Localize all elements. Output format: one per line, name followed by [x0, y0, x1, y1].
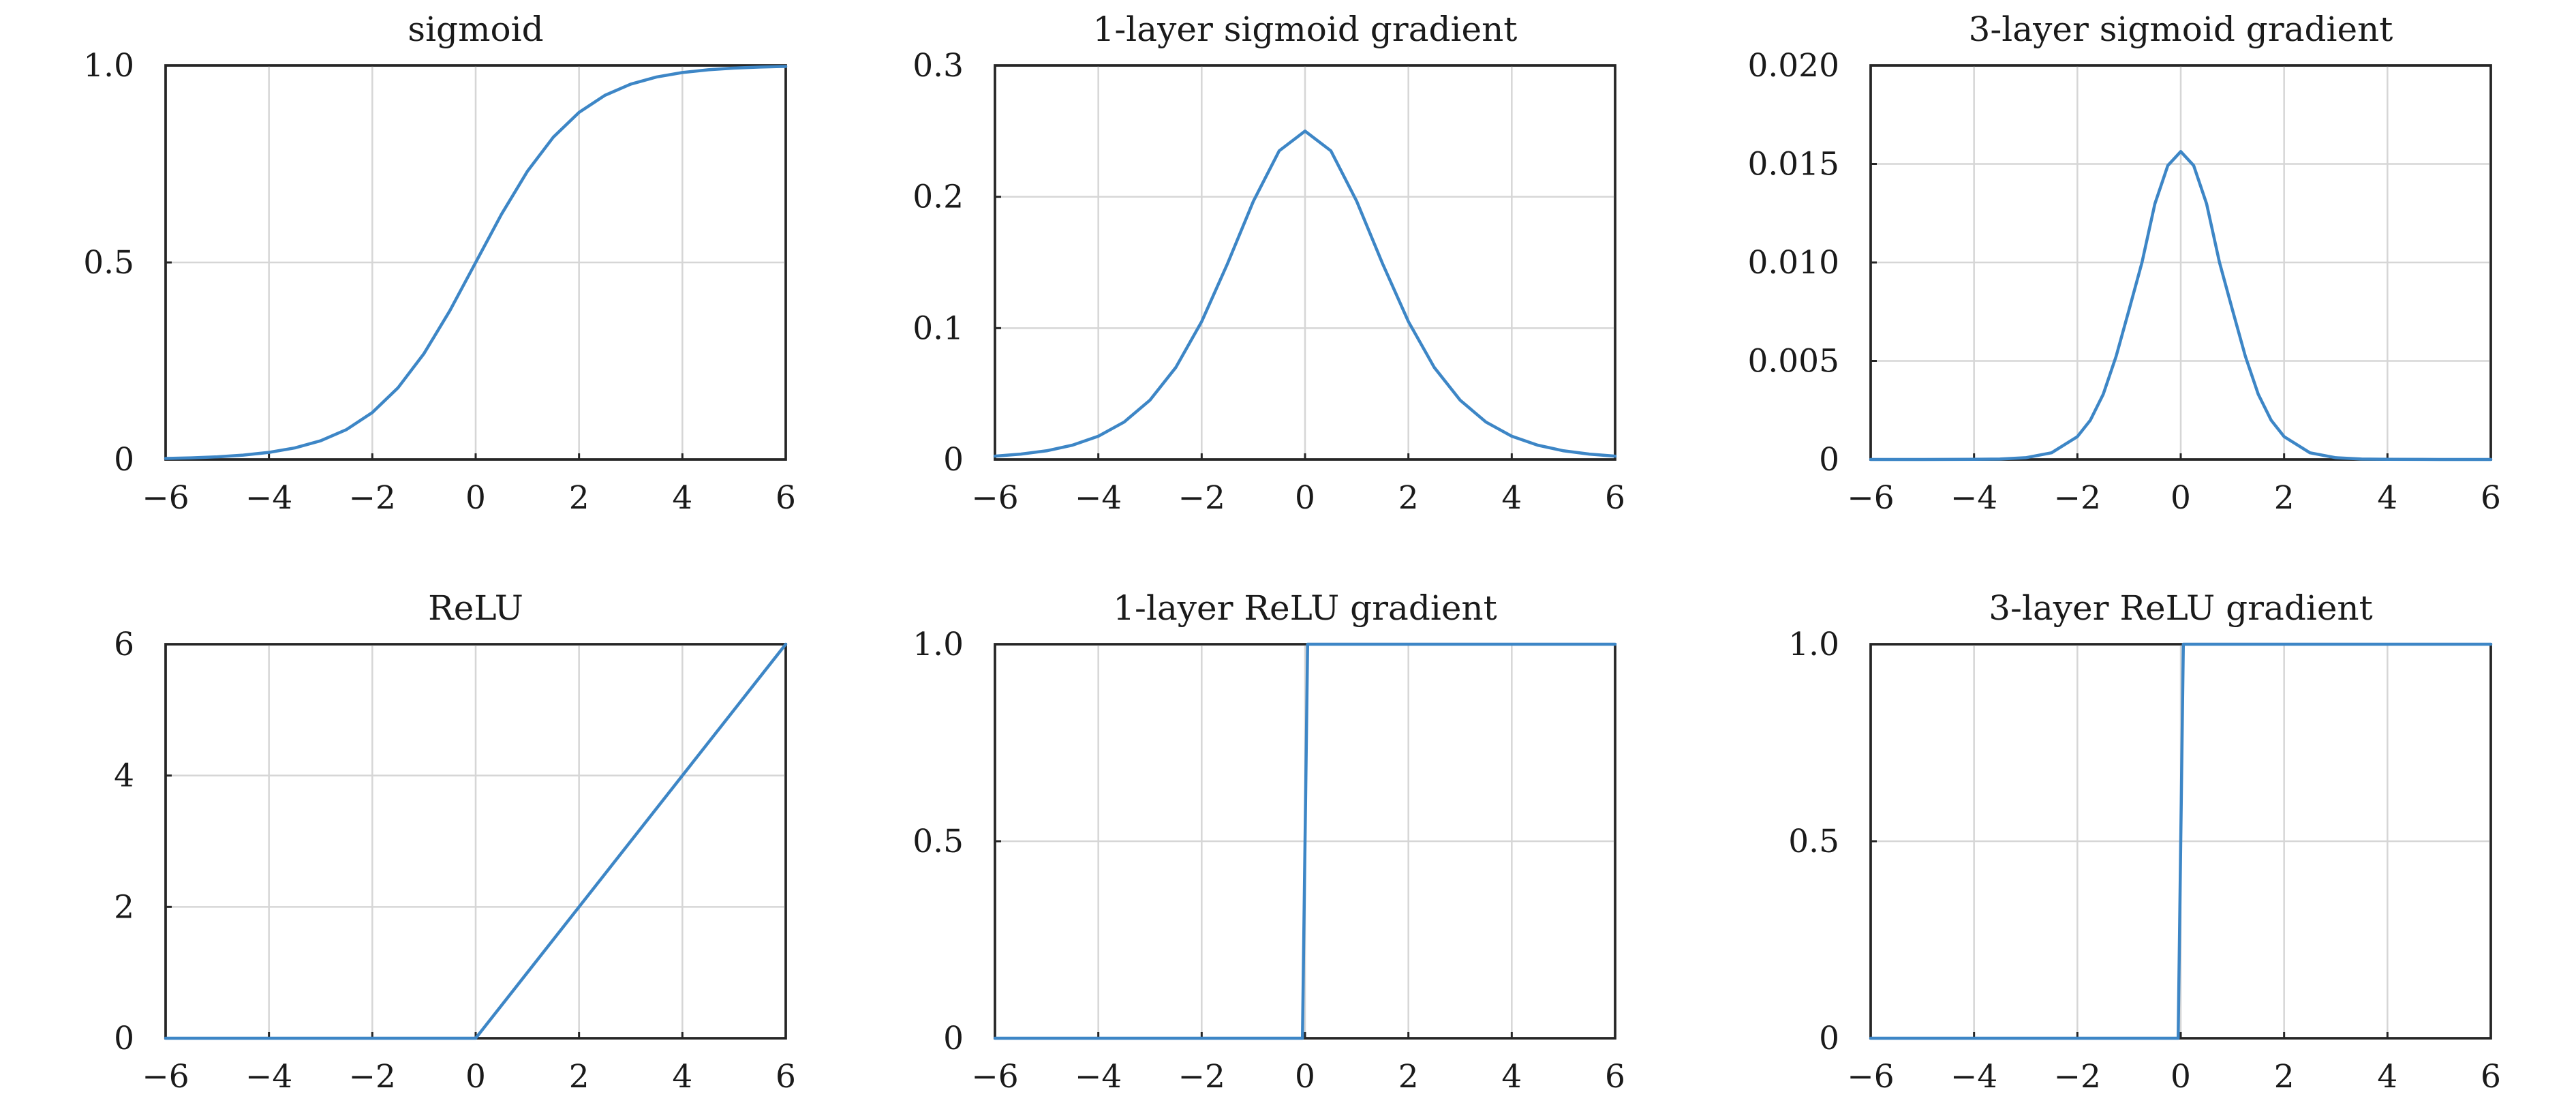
series-line: [1869, 150, 2493, 462]
x-tick-label: −2: [2054, 1058, 2101, 1096]
x-tick-label: −6: [971, 479, 1018, 517]
series-line: [993, 130, 1617, 458]
series-line: [164, 642, 788, 1040]
x-tick-label: −4: [1075, 479, 1122, 517]
chart-title: 1-layer ReLU gradient: [1113, 588, 1497, 628]
x-tick-label: 6: [1605, 1058, 1625, 1096]
x-tick-label: −4: [1950, 479, 1997, 517]
x-tick-label: 4: [1501, 1058, 1522, 1096]
y-tick-label: 2: [114, 888, 134, 926]
x-tick-label: 4: [1501, 479, 1522, 517]
x-tick-label: −2: [349, 1058, 396, 1096]
x-tick-label: −6: [971, 1058, 1018, 1096]
x-tick-label: −6: [142, 1058, 189, 1096]
x-tick-label: 0: [2171, 479, 2191, 517]
x-tick-label: −2: [1178, 479, 1225, 517]
chart-panel-4: ReLU −6 −4 −2 0 2 4 6 0 2 4 6: [114, 588, 796, 1096]
x-tick-label: −6: [1847, 1058, 1894, 1096]
y-tick-label: 0: [1819, 1020, 1839, 1057]
x-tick-label: 6: [2481, 1058, 2501, 1096]
y-tick-label: 4: [114, 757, 134, 795]
y-tick-label: 0: [114, 1020, 134, 1057]
x-tick-label: −6: [142, 479, 189, 517]
y-tick-label: 0: [1819, 441, 1839, 479]
x-tick-label: 0: [1295, 479, 1315, 517]
x-tick-label: 2: [569, 1058, 589, 1096]
series-line: [164, 65, 788, 460]
x-tick-label: 6: [776, 479, 796, 517]
chart-panel-1: sigmoid −6 −4 −2 0 2 4 6 0 0.5 1.0: [83, 10, 796, 517]
x-tick-label: 4: [2377, 479, 2397, 517]
y-tick-label: 1.0: [83, 47, 134, 85]
x-tick-label: −4: [245, 479, 292, 517]
y-tick-label: 0: [114, 441, 134, 479]
y-tick-label: 0.5: [1788, 823, 1839, 860]
chart-title: 3-layer sigmoid gradient: [1969, 10, 2393, 49]
x-tick-label: −4: [245, 1058, 292, 1096]
y-tick-label: 0.005: [1747, 343, 1839, 380]
x-tick-label: 0: [465, 1058, 486, 1096]
chart-panel-2: 1-layer sigmoid gradient −6 −4 −2 0 2 4 6 0 0.1 0.…: [913, 10, 1625, 517]
x-tick-label: 0: [465, 479, 486, 517]
x-tick-label: −2: [349, 479, 396, 517]
x-tick-label: 2: [1398, 1058, 1419, 1096]
x-tick-label: 2: [2274, 1058, 2295, 1096]
y-tick-label: 0: [943, 441, 964, 479]
y-tick-label: 0.5: [83, 244, 134, 282]
x-tick-label: −6: [1847, 479, 1894, 517]
y-tick-label: 0.1: [913, 309, 964, 347]
x-tick-label: −4: [1075, 1058, 1122, 1096]
y-tick-label: 0.010: [1747, 244, 1839, 282]
x-tick-label: −4: [1950, 1058, 1997, 1096]
y-tick-label: 0.020: [1747, 47, 1839, 85]
x-tick-label: 0: [2171, 1058, 2191, 1096]
chart-panel-6: 3-layer ReLU gradient −6 −4 −2 0 2 4 6 0 0.5 1.0: [1788, 588, 2501, 1096]
chart-title: sigmoid: [408, 10, 543, 49]
chart-title: 3-layer ReLU gradient: [1989, 588, 2372, 628]
y-tick-label: 0.5: [913, 823, 964, 860]
x-tick-label: 2: [1398, 479, 1419, 517]
x-tick-label: 6: [2481, 479, 2501, 517]
y-tick-label: 6: [114, 626, 134, 663]
chart-panel-5: 1-layer ReLU gradient −6 −4 −2 0 2 4 6 0 0.5 1.0: [913, 588, 1625, 1096]
series-line: [993, 642, 1617, 1040]
y-tick-label: 1.0: [913, 626, 964, 663]
x-tick-label: 2: [2274, 479, 2295, 517]
x-tick-label: 6: [776, 1058, 796, 1096]
chart-title: 1-layer sigmoid gradient: [1093, 10, 1518, 49]
y-tick-label: 0.2: [913, 179, 964, 216]
y-tick-label: 0: [943, 1020, 964, 1057]
x-tick-label: 4: [672, 479, 692, 517]
x-tick-label: −2: [2054, 479, 2101, 517]
y-tick-label: 0.3: [913, 47, 964, 85]
x-tick-label: 4: [672, 1058, 692, 1096]
y-tick-label: 1.0: [1788, 626, 1839, 663]
chart-title: ReLU: [428, 588, 523, 628]
x-tick-label: 2: [569, 479, 589, 517]
chart-panel-3: 3-layer sigmoid gradient −6 −4 −2 0 2 4 6 0 0.005…: [1747, 10, 2501, 517]
x-tick-label: 6: [1605, 479, 1625, 517]
series-line: [1869, 642, 2493, 1040]
x-tick-label: 4: [2377, 1058, 2397, 1096]
x-tick-label: −2: [1178, 1058, 1225, 1096]
x-tick-label: 0: [1295, 1058, 1315, 1096]
y-tick-label: 0.015: [1747, 146, 1839, 183]
